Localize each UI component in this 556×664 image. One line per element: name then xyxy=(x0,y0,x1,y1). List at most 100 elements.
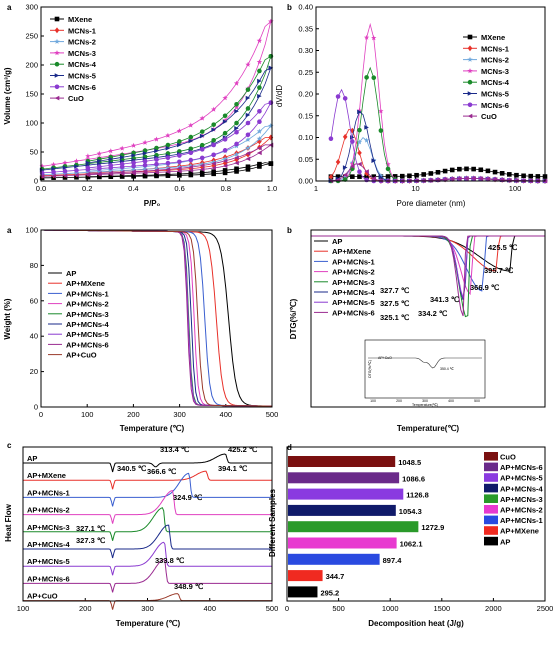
data-point xyxy=(478,176,484,181)
data-point xyxy=(62,173,68,178)
data-point xyxy=(356,139,363,145)
legend-marker xyxy=(467,91,473,96)
data-point xyxy=(222,156,228,162)
series-AP+MCNs-6 xyxy=(23,558,272,593)
data-point xyxy=(222,95,228,101)
x-tick-label: 500 xyxy=(266,604,279,613)
legend-label: AP+CuO xyxy=(66,351,97,360)
legend-label: AP+MXene xyxy=(500,527,539,536)
data-point xyxy=(131,167,137,173)
data-point xyxy=(421,172,426,177)
data-point xyxy=(245,156,251,162)
data-point xyxy=(131,173,136,178)
data-point xyxy=(165,155,171,161)
data-point xyxy=(119,155,125,160)
data-point xyxy=(364,177,369,183)
x-tick-label: 200 xyxy=(127,410,140,419)
x-tick-label: 500 xyxy=(266,410,279,419)
y-tick-label: 0.00 xyxy=(298,177,313,186)
inset-tick-label: 200 xyxy=(396,399,402,403)
x-tick-label: 100 xyxy=(81,410,94,419)
data-point xyxy=(350,174,355,179)
data-point xyxy=(211,169,216,174)
panel-letter: a xyxy=(7,226,12,235)
y-axis-label: Weight (%) xyxy=(3,298,12,340)
legend-swatch xyxy=(484,494,498,503)
data-point xyxy=(350,164,355,169)
bar-AP xyxy=(288,586,318,598)
series-label: AP+MCNs-2 xyxy=(27,506,70,515)
data-point xyxy=(142,172,148,178)
data-point xyxy=(378,128,384,133)
panel-letter: a xyxy=(7,3,12,12)
legend-swatch xyxy=(484,483,498,493)
series-MCNs-6 xyxy=(39,100,274,176)
data-point xyxy=(142,162,148,168)
data-point xyxy=(188,168,194,173)
panel-a-tg-chart: 0 100 200 300 400 500 0 20 40 60 80 100 Temperature … xyxy=(3,226,278,434)
data-point xyxy=(119,161,125,167)
data-point xyxy=(51,169,56,175)
peak-annotation: 394.1 ℃ xyxy=(218,464,248,473)
legend-label: AP+MCNs-3 xyxy=(66,310,109,319)
data-point xyxy=(199,155,205,161)
legend-marker xyxy=(54,27,60,34)
y-tick-label: 0.10 xyxy=(298,133,313,142)
y-tick-label: 300 xyxy=(25,3,38,12)
data-point xyxy=(256,128,263,134)
data-point xyxy=(51,166,56,172)
data-point xyxy=(245,151,251,156)
inset-tick-label: 400 xyxy=(448,399,454,403)
data-point xyxy=(131,160,136,166)
legend-label: MCNs-4 xyxy=(68,60,97,69)
legend-label: MCNs-5 xyxy=(481,90,509,99)
legend-marker xyxy=(467,102,473,108)
data-point xyxy=(96,150,102,156)
data-point xyxy=(165,132,171,138)
x-tick-label: 0.8 xyxy=(221,184,231,193)
data-point xyxy=(199,142,205,148)
data-point xyxy=(234,169,239,174)
data-point xyxy=(357,169,362,175)
data-point xyxy=(514,172,519,178)
data-point xyxy=(177,166,182,171)
legend-label: CuO xyxy=(481,112,497,121)
inset-x-label: Temperature(℃) xyxy=(412,403,438,407)
data-point xyxy=(199,129,205,134)
y-tick-label: 0.15 xyxy=(298,111,313,120)
data-point xyxy=(39,174,45,179)
series-MXene xyxy=(39,161,274,181)
data-point xyxy=(407,173,412,179)
y-tick-label: 80 xyxy=(30,261,38,270)
data-point xyxy=(211,106,217,112)
legend-marker xyxy=(467,79,473,85)
legend-marker xyxy=(54,38,60,44)
data-point xyxy=(528,173,534,179)
legend-label: AP+MCNs-3 xyxy=(332,278,375,287)
data-point xyxy=(142,158,148,164)
data-point xyxy=(485,168,491,174)
data-point xyxy=(234,120,239,126)
data-point xyxy=(73,158,80,164)
peak-annotation: 333.8 ℃ xyxy=(155,556,185,565)
data-point xyxy=(485,176,491,182)
data-point xyxy=(50,161,57,167)
legend-marker xyxy=(54,95,60,101)
x-axis-label: Temperature(℃) xyxy=(397,424,460,433)
y-tick-label: 40 xyxy=(30,332,38,341)
panel-b-dtg-chart: Temperature(℃)DTG(%/℃)bAPAP+MXeneAP+MCNs… xyxy=(287,226,545,433)
data-point xyxy=(357,127,362,133)
data-point xyxy=(211,165,216,171)
data-point xyxy=(73,170,80,176)
data-point xyxy=(211,161,216,166)
peak-annotation: 327.5 ℃ xyxy=(380,299,410,308)
y-tick-label: 50 xyxy=(30,148,38,157)
y-axis-label: Heat Flow xyxy=(4,503,13,542)
inset-frame xyxy=(364,339,486,399)
legend-marker xyxy=(467,68,473,74)
y-tick-label: 0.30 xyxy=(298,46,313,55)
legend-marker xyxy=(467,56,473,62)
series-AP xyxy=(23,453,272,473)
data-point xyxy=(245,112,251,118)
